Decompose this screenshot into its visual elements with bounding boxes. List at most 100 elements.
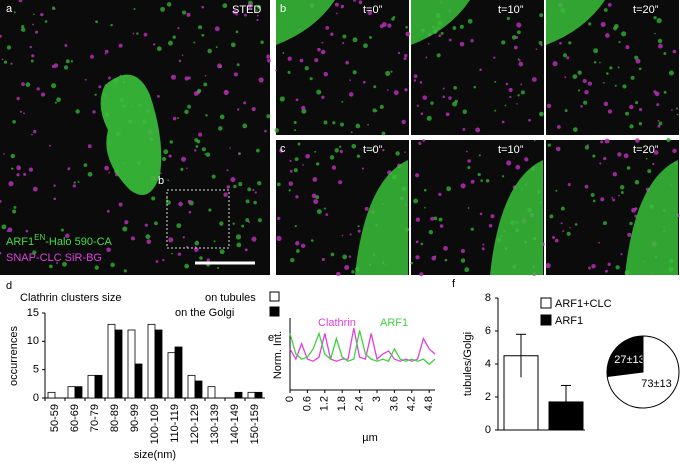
image-dot <box>452 101 458 107</box>
image-dot <box>167 179 170 182</box>
image-dot <box>351 270 355 274</box>
image-dot <box>160 172 162 175</box>
y-tick-label: 6 <box>485 325 491 337</box>
image-dot <box>424 206 426 209</box>
image-dot <box>110 23 113 27</box>
image-dot <box>405 26 408 29</box>
image-dot <box>72 184 76 188</box>
image-dot <box>194 240 200 246</box>
image-dot <box>155 260 159 263</box>
image-dot <box>622 84 627 89</box>
pie-slice <box>606 335 680 409</box>
time-label: t=20” <box>633 144 659 156</box>
pie-slice <box>606 335 644 378</box>
image-dot <box>415 173 420 178</box>
image-dot <box>442 95 446 99</box>
x-tick-label: 2.4 <box>354 396 366 411</box>
legend-label: ARF1 <box>380 317 408 329</box>
image-dot <box>606 72 609 75</box>
image-dot <box>233 184 237 189</box>
image-dot <box>470 179 475 184</box>
image-dot <box>587 81 593 86</box>
image-dot <box>28 167 34 172</box>
legend-label: ARF1+CLC <box>555 298 612 310</box>
image-dot <box>219 221 224 226</box>
image-dot <box>177 26 180 30</box>
image-dot <box>168 237 174 243</box>
image-dot <box>254 191 257 194</box>
image-dot <box>8 181 14 187</box>
image-dot <box>203 82 208 87</box>
image-dot <box>593 48 599 54</box>
image-dot <box>77 181 80 183</box>
image-dot <box>478 154 481 157</box>
x-tick-label: 100-109 <box>149 404 161 444</box>
x-tick-label: 110-119 <box>169 404 181 443</box>
image-dot <box>464 267 470 273</box>
image-dot <box>104 165 109 171</box>
image-dot <box>16 173 20 177</box>
x-tick-label: 4.8 <box>423 396 435 411</box>
image-dot <box>467 166 471 170</box>
image-dot <box>603 8 608 12</box>
image-dot <box>110 262 115 268</box>
image-dot <box>448 38 452 42</box>
y-tick-label: 0 <box>485 424 491 436</box>
image-dot <box>287 56 292 61</box>
image-dot <box>178 201 183 207</box>
image-dot <box>668 70 674 76</box>
image-dot <box>223 192 228 197</box>
image-dot <box>615 265 620 270</box>
image-dot <box>201 33 205 37</box>
y-tick-label: 15 <box>27 307 39 319</box>
image-dot <box>671 109 673 111</box>
image-dot <box>321 95 325 99</box>
image-dot <box>51 83 57 89</box>
image-dot <box>511 35 517 40</box>
image-dot <box>382 148 385 152</box>
image-dot <box>348 92 354 97</box>
image-dot <box>477 172 481 177</box>
image-dot <box>363 43 368 49</box>
x-tick-label: 3.6 <box>388 396 400 411</box>
image-dot <box>31 133 33 136</box>
image-dot <box>591 263 596 269</box>
image-dot <box>84 78 87 81</box>
image-dot <box>256 4 262 10</box>
image-dot <box>588 266 591 270</box>
image-dot <box>367 10 373 16</box>
image-dot <box>599 61 601 64</box>
cell-blob <box>546 0 605 45</box>
image-dot <box>405 31 411 37</box>
image-dot <box>295 195 299 199</box>
image-dot <box>349 79 352 82</box>
image-dot <box>599 162 602 165</box>
image-dot <box>187 104 192 109</box>
image-dot <box>194 138 199 142</box>
image-dot <box>205 152 211 157</box>
bar <box>154 329 163 399</box>
image-dot <box>647 169 652 174</box>
image-dot <box>83 163 88 167</box>
image-dot <box>524 157 529 162</box>
image-dot <box>187 199 192 204</box>
image-dot <box>652 162 655 166</box>
image-dot <box>311 193 317 199</box>
image-dot <box>182 236 185 239</box>
image-dot <box>436 53 441 58</box>
image-dot <box>430 216 435 221</box>
image-dot <box>460 248 465 254</box>
image-dot <box>70 60 74 63</box>
image-dot <box>339 145 342 148</box>
image-dot <box>374 146 376 148</box>
image-dot <box>341 6 343 9</box>
legend-swatch <box>540 297 552 309</box>
image-dot <box>609 66 613 70</box>
image-dot <box>493 56 496 59</box>
legend-label: on the Golgi <box>175 307 234 319</box>
image-dot <box>569 226 571 229</box>
image-dot <box>538 40 543 45</box>
image-dot <box>165 197 169 200</box>
image-dot <box>397 51 401 55</box>
